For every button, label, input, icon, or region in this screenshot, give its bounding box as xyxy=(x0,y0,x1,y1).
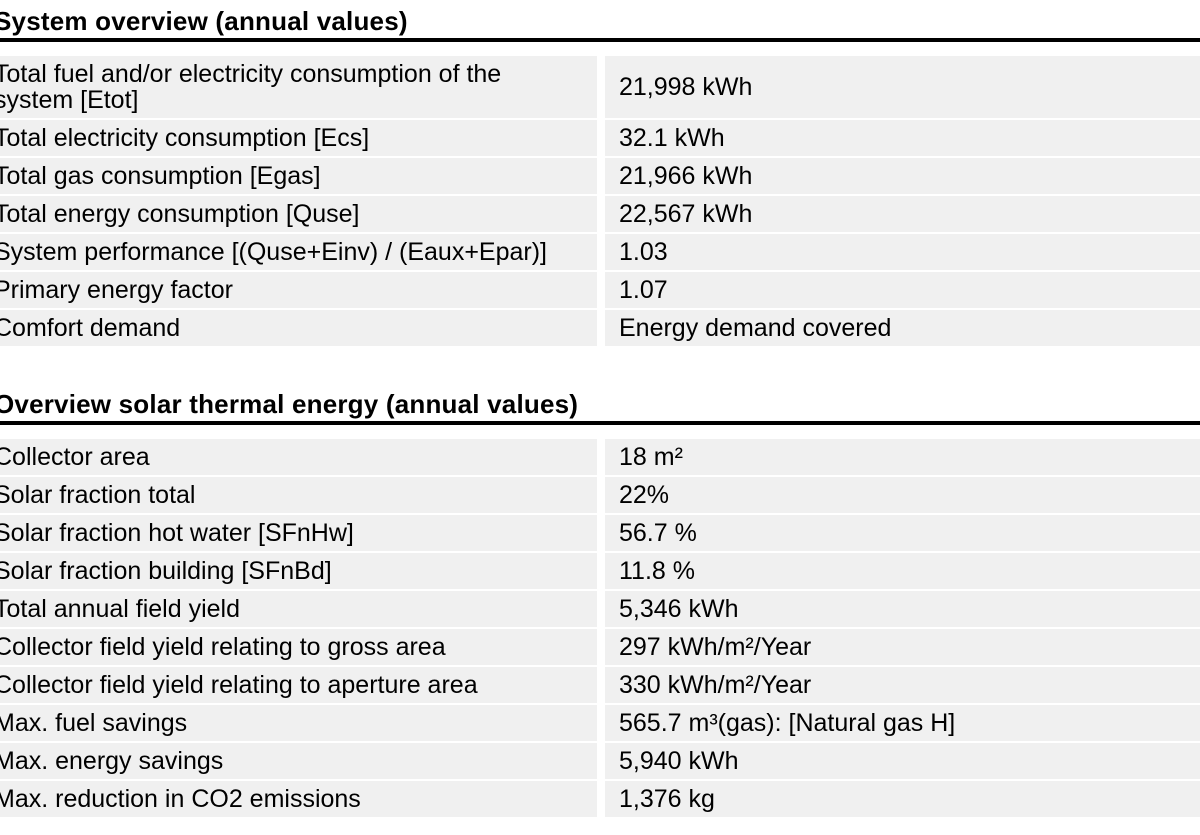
row-value: 565.7 m³(gas): [Natural gas H] xyxy=(605,705,1200,741)
row-value: 1.07 xyxy=(605,272,1200,308)
row-label: Collector area xyxy=(0,439,597,475)
table-row: Total electricity consumption [Ecs] 32.1… xyxy=(0,120,1200,156)
row-label: Total fuel and/or electricity consumptio… xyxy=(0,56,597,118)
row-value: 5,940 kWh xyxy=(605,743,1200,779)
table-row: Solar fraction building [SFnBd] 11.8 % xyxy=(0,553,1200,589)
row-value-text: 56.7 % xyxy=(619,519,697,547)
row-label: Collector field yield relating to gross … xyxy=(0,629,597,665)
row-value-text: 5,940 kWh xyxy=(619,747,739,775)
row-value: 1,376 kg xyxy=(605,781,1200,817)
row-label-text: Comfort demand xyxy=(0,314,181,342)
row-value-text: 22,567 kWh xyxy=(619,200,753,228)
solar-thermal-table: Collector area 18 m² Solar fraction tota… xyxy=(0,439,1200,817)
row-label-text: Max. fuel savings xyxy=(0,709,188,737)
row-value: 18 m² xyxy=(605,439,1200,475)
table-row: Total annual field yield 5,346 kWh xyxy=(0,591,1200,627)
row-label: Total gas consumption [Egas] xyxy=(0,158,597,194)
row-value: 22,567 kWh xyxy=(605,196,1200,232)
row-value-text: 565.7 m³(gas): [Natural gas H] xyxy=(619,709,956,737)
row-label-text: Solar fraction hot water [SFnHw] xyxy=(0,519,354,547)
row-label: Total annual field yield xyxy=(0,591,597,627)
table-row: Collector field yield relating to apertu… xyxy=(0,667,1200,703)
table-row: Collector area 18 m² xyxy=(0,439,1200,475)
table-row: Collector field yield relating to gross … xyxy=(0,629,1200,665)
section-solar-thermal-overview: Overview solar thermal energy (annual va… xyxy=(0,389,1200,817)
row-label: Max. reduction in CO2 emissions xyxy=(0,781,597,817)
table-row: Primary energy factor 1.07 xyxy=(0,272,1200,308)
row-value: 21,998 kWh xyxy=(605,56,1200,118)
table-row: Total fuel and/or electricity consumptio… xyxy=(0,56,1200,118)
row-label-text: Max. energy savings xyxy=(0,747,224,775)
row-label: Collector field yield relating to apertu… xyxy=(0,667,597,703)
row-value: 5,346 kWh xyxy=(605,591,1200,627)
row-value: 11.8 % xyxy=(605,553,1200,589)
row-value-text: 1.07 xyxy=(619,276,668,304)
row-label: Max. fuel savings xyxy=(0,705,597,741)
row-label: Comfort demand xyxy=(0,310,597,346)
table-row: Max. reduction in CO2 emissions 1,376 kg xyxy=(0,781,1200,817)
row-value: Energy demand covered xyxy=(605,310,1200,346)
row-value-text: 5,346 kWh xyxy=(619,595,739,623)
row-value-text: 11.8 % xyxy=(619,557,695,585)
system-overview-table: Total fuel and/or electricity consumptio… xyxy=(0,56,1200,346)
row-value-text: 297 kWh/m²/Year xyxy=(619,633,812,661)
row-label: Solar fraction hot water [SFnHw] xyxy=(0,515,597,551)
row-value-text: 330 kWh/m²/Year xyxy=(619,671,812,699)
row-label-text: Solar fraction building [SFnBd] xyxy=(0,557,332,585)
row-value-text: 18 m² xyxy=(619,443,683,471)
row-label-text: Total annual field yield xyxy=(0,595,240,623)
row-value: 21,966 kWh xyxy=(605,158,1200,194)
table-row: Solar fraction hot water [SFnHw] 56.7 % xyxy=(0,515,1200,551)
row-value: 1.03 xyxy=(605,234,1200,270)
row-label: Total electricity consumption [Ecs] xyxy=(0,120,597,156)
row-value-text: 22% xyxy=(619,481,670,509)
row-value: 330 kWh/m²/Year xyxy=(605,667,1200,703)
row-label-text: System performance [(Quse+Einv) / (Eaux+… xyxy=(0,238,547,266)
table-row: Solar fraction total 22% xyxy=(0,477,1200,513)
report-page: System overview (annual values) Total fu… xyxy=(0,6,1200,817)
row-value-text: 21,998 kWh xyxy=(619,73,753,101)
table-row: Max. energy savings 5,940 kWh xyxy=(0,743,1200,779)
row-label: Solar fraction building [SFnBd] xyxy=(0,553,597,589)
row-label-text: Total gas consumption [Egas] xyxy=(0,162,321,190)
row-value: 56.7 % xyxy=(605,515,1200,551)
row-value: 32.1 kWh xyxy=(605,120,1200,156)
row-value: 297 kWh/m²/Year xyxy=(605,629,1200,665)
table-row: System performance [(Quse+Einv) / (Eaux+… xyxy=(0,234,1200,270)
row-label-text: Collector field yield relating to apertu… xyxy=(0,671,478,699)
row-label-text: Solar fraction total xyxy=(0,481,196,509)
row-value-text: 21,966 kWh xyxy=(619,162,753,190)
row-label-text: Max. reduction in CO2 emissions xyxy=(0,785,361,813)
table-row: Comfort demand Energy demand covered xyxy=(0,310,1200,346)
row-label: Solar fraction total xyxy=(0,477,597,513)
section-system-overview: System overview (annual values) Total fu… xyxy=(0,6,1200,346)
row-label-text: Primary energy factor xyxy=(0,276,233,304)
row-value-text: 1,376 kg xyxy=(619,785,715,813)
row-value-text: 32.1 kWh xyxy=(619,124,725,152)
row-value-text: Energy demand covered xyxy=(619,314,892,342)
row-label: Primary energy factor xyxy=(0,272,597,308)
row-label-text: Collector field yield relating to gross … xyxy=(0,633,446,661)
row-label-text: Total energy consumption [Quse] xyxy=(0,200,360,228)
section-title-solar-thermal: Overview solar thermal energy (annual va… xyxy=(0,389,1200,425)
row-label-text: Total fuel and/or electricity consumptio… xyxy=(0,60,502,114)
row-label-text: Collector area xyxy=(0,443,150,471)
row-label: Max. energy savings xyxy=(0,743,597,779)
section-title-system-overview: System overview (annual values) xyxy=(0,6,1200,42)
table-row: Max. fuel savings 565.7 m³(gas): [Natura… xyxy=(0,705,1200,741)
row-value-text: 1.03 xyxy=(619,238,668,266)
row-value: 22% xyxy=(605,477,1200,513)
row-label-text: Total electricity consumption [Ecs] xyxy=(0,124,370,152)
row-label: System performance [(Quse+Einv) / (Eaux+… xyxy=(0,234,597,270)
row-label: Total energy consumption [Quse] xyxy=(0,196,597,232)
table-row: Total energy consumption [Quse] 22,567 k… xyxy=(0,196,1200,232)
table-row: Total gas consumption [Egas] 21,966 kWh xyxy=(0,158,1200,194)
